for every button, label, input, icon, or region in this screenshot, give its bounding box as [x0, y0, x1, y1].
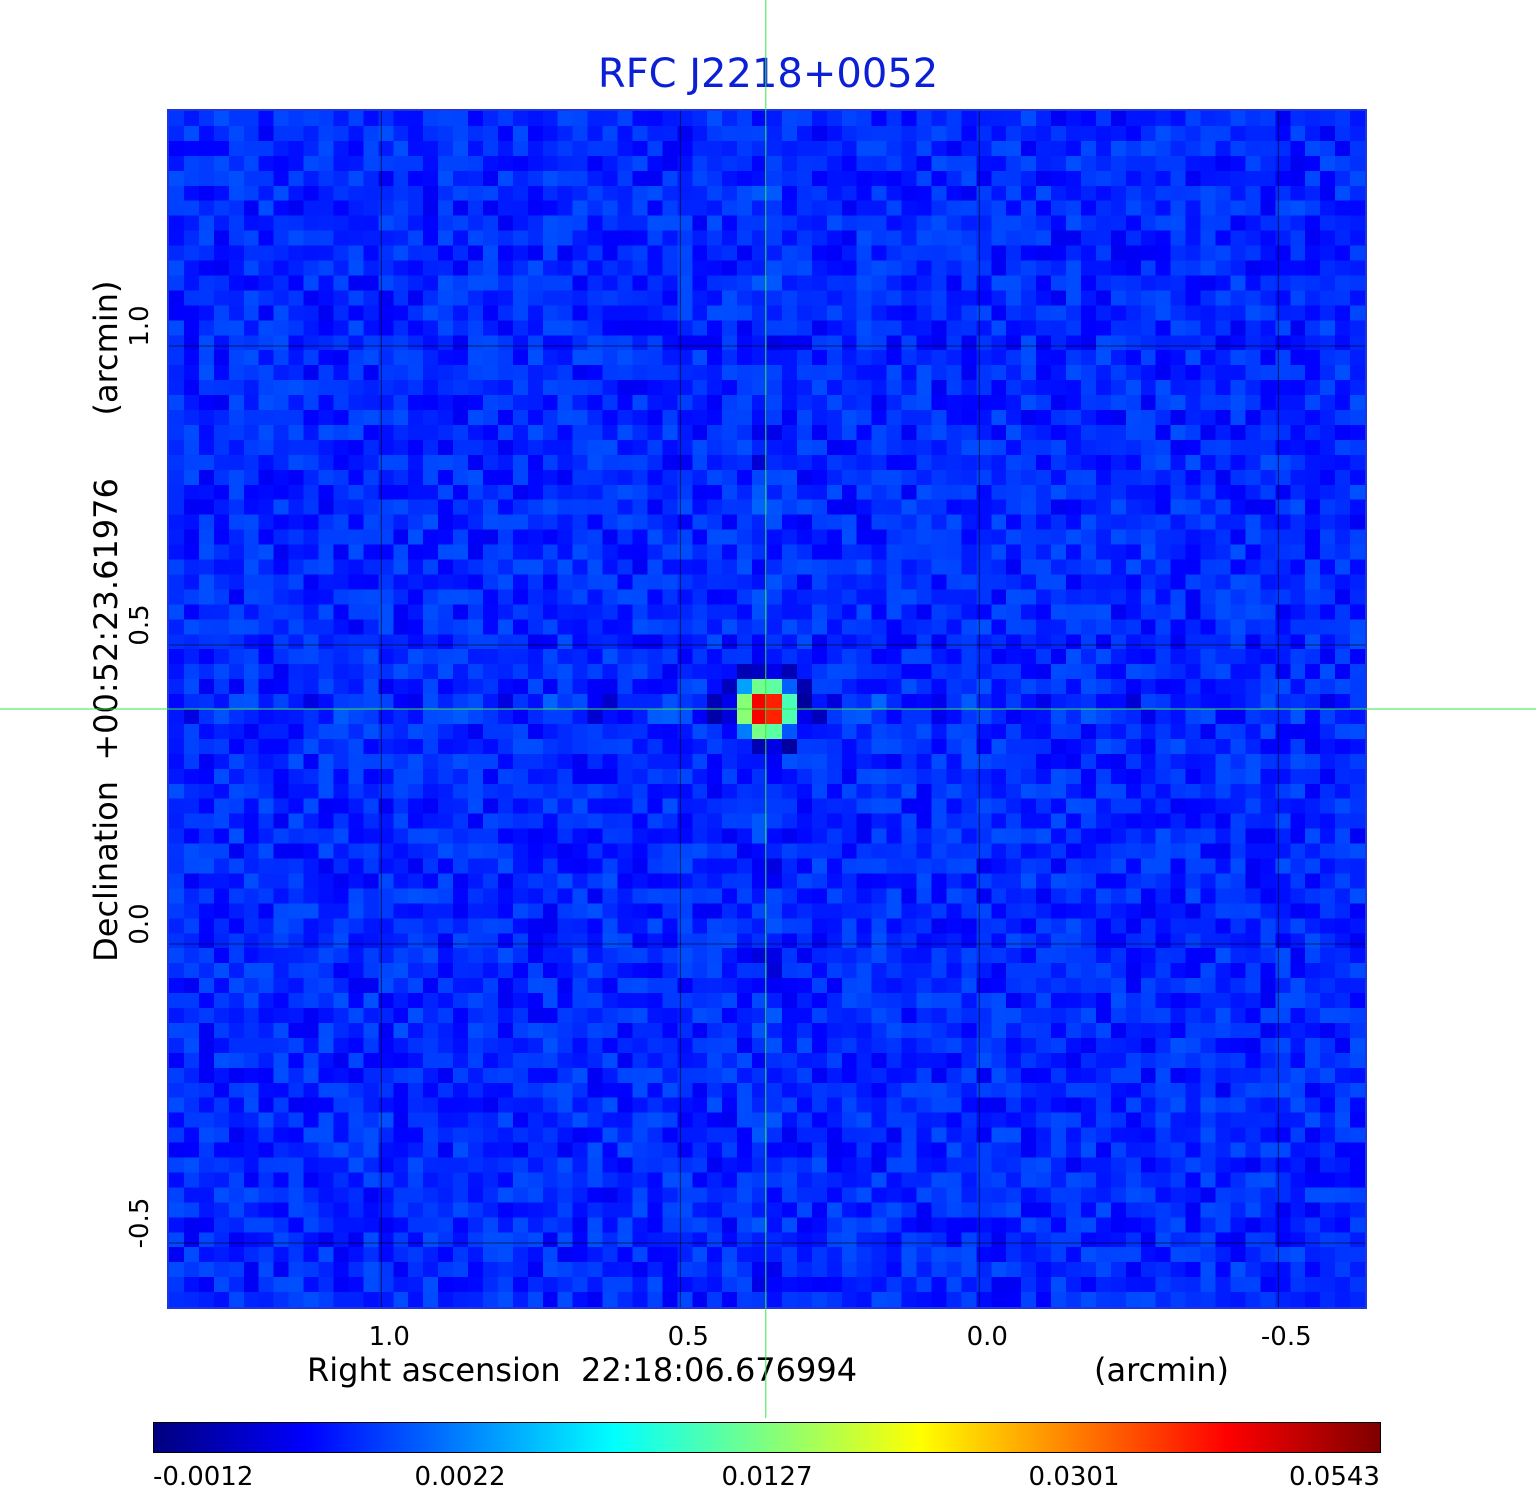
x-axis-unit: (arcmin)	[1094, 1351, 1229, 1389]
coordinate-grid	[169, 111, 1365, 1307]
sky-map[interactable]	[167, 109, 1367, 1309]
x-tick-label: -0.5	[1260, 1322, 1312, 1352]
colorbar-tick-label: 0.0543	[1289, 1462, 1380, 1492]
colorbar-tick-label: 0.0022	[414, 1462, 506, 1492]
y-tick-label: 0.0	[125, 903, 155, 945]
x-tick-label: 1.0	[368, 1322, 410, 1352]
y-axis-unit: (arcmin)	[87, 280, 125, 416]
colorbar-tick-label: 0.0127	[721, 1462, 813, 1492]
y-tick-label: 0.5	[125, 604, 155, 646]
plot-title: RFC J2218+0052	[597, 51, 939, 97]
y-tick-label: -0.5	[125, 1197, 155, 1249]
y-tick-label: 1.0	[125, 305, 155, 347]
x-tick-label: 0.5	[667, 1322, 709, 1352]
colorbar	[153, 1422, 1381, 1453]
y-axis-label: Declination +00:52:23.61976	[87, 478, 125, 962]
x-tick-label: 0.0	[966, 1322, 1008, 1352]
colorbar-tick-label: -0.0012	[153, 1462, 254, 1492]
colorbar-tick-label: 0.0301	[1028, 1462, 1120, 1492]
x-axis-label: Right ascension 22:18:06.676994	[307, 1351, 858, 1389]
